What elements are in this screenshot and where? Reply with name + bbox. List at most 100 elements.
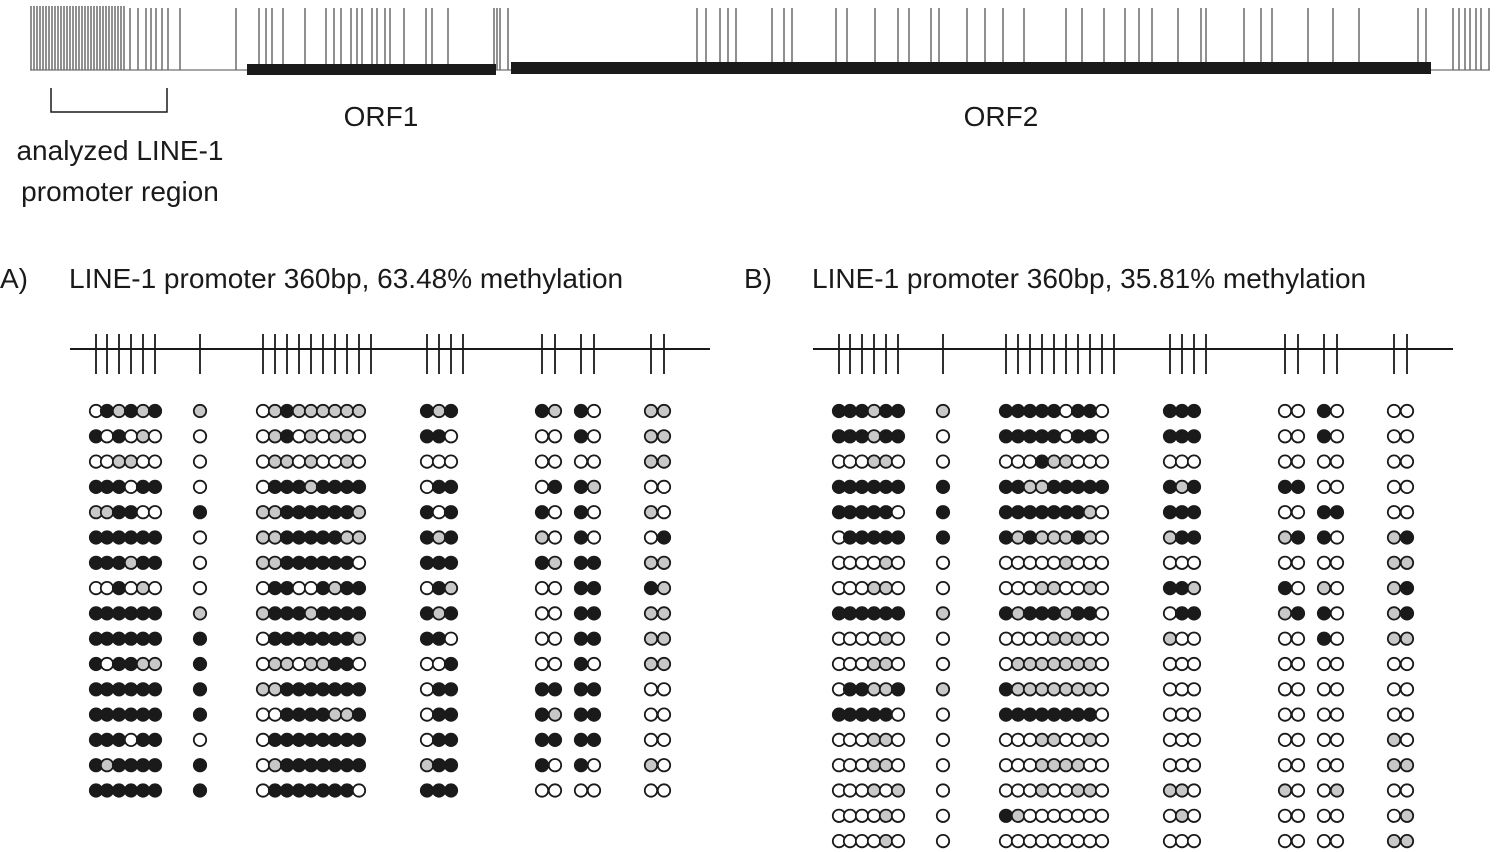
cpg-methylation-circle [854,530,870,545]
cpg-methylation-circle [1058,758,1074,773]
cpg-methylation-circle [431,758,447,773]
cpg-methylation-circle [339,403,355,419]
cpg-methylation-circle [1186,555,1202,570]
cpg-methylation-circle [643,403,659,419]
cpg-methylation-circle [573,505,589,520]
cpg-methylation-circle [419,606,435,621]
cpg-methylation-circle [547,656,563,672]
cpg-methylation-circle [1034,403,1050,419]
cpg-methylation-circle [327,429,343,444]
cpg-methylation-circle [1058,682,1074,697]
cpg-methylation-circle [1386,808,1402,823]
cpg-methylation-circle [1034,555,1050,570]
cpg-methylation-circle [890,833,906,849]
cpg-methylation-circle [315,403,331,419]
cpg-methylation-circle [1010,580,1026,596]
cpg-methylation-circle [1386,555,1402,570]
cpg-methylation-circle [1316,732,1332,748]
cpg-methylation-circle [1162,758,1178,773]
cpg-methylation-circle [431,429,447,444]
cpg-methylation-circle [303,555,319,570]
cpg-methylation-circle [123,631,139,646]
cpg-methylation-circle [267,783,283,798]
orf1-bar [247,64,496,75]
cpg-methylation-circle [291,505,307,520]
cpg-methylation-circle [1186,758,1202,773]
cpg-methylation-circle [656,606,672,621]
cpg-methylation-circle [111,403,127,419]
cpg-methylation-circle [327,631,343,646]
cpg-methylation-circle [1290,454,1306,469]
cpg-methylation-circle [643,758,659,773]
cpg-methylation-circle [1094,808,1110,823]
cpg-methylation-circle [443,758,459,773]
cpg-methylation-circle [935,429,951,444]
cpg-methylation-circle [1094,505,1110,520]
cpg-methylation-circle [854,758,870,773]
cpg-methylation-circle [267,555,283,570]
cpg-methylation-circle [1162,682,1178,697]
cpg-methylation-circle [431,530,447,545]
cpg-methylation-circle [534,631,550,646]
cpg-methylation-circle [291,631,307,646]
cpg-methylation-circle [998,454,1014,469]
cpg-methylation-circle [1162,783,1178,798]
cpg-methylation-circle [573,479,589,494]
cpg-methylation-circle [1010,479,1026,494]
cpg-methylation-circle [1316,707,1332,722]
cpg-methylation-circle [99,580,115,596]
cpg-methylation-circle [255,505,271,520]
cpg-methylation-circle [573,682,589,697]
cpg-methylation-circle [1082,530,1098,545]
cpg-methylation-circle [643,505,659,520]
cpg-methylation-circle [1046,580,1062,596]
cpg-methylation-circle [192,454,208,469]
cpg-methylation-circle [1329,403,1345,419]
cpg-methylation-circle [1174,606,1190,621]
cpg-methylation-circle [351,707,367,722]
cpg-methylation-circle [1162,454,1178,469]
analyzed-region-bracket [50,88,168,113]
cpg-methylation-circle [1329,732,1345,748]
cpg-methylation-circle [1034,758,1050,773]
cpg-methylation-circle [1277,682,1293,697]
cpg-methylation-circle [1082,403,1098,419]
cpg-methylation-circle [1070,833,1086,849]
cpg-methylation-circle [291,454,307,469]
cpg-methylation-circle [866,505,882,520]
cpg-methylation-circle [1022,505,1038,520]
cpg-methylation-circle [303,631,319,646]
cpg-methylation-circle [279,454,295,469]
cpg-methylation-circle [1316,530,1332,545]
cpg-methylation-circle [147,555,163,570]
cpg-methylation-circle [1329,682,1345,697]
panel-b-letter: B) [744,263,772,294]
cpg-methylation-circle [1094,682,1110,697]
cpg-methylation-circle [866,808,882,823]
cpg-methylation-circle [339,707,355,722]
cpg-methylation-circle [1399,479,1415,494]
cpg-methylation-circle [1277,403,1293,419]
cpg-methylation-circle [1034,833,1050,849]
cpg-methylation-circle [339,479,355,494]
cpg-methylation-circle [842,429,858,444]
cpg-methylation-circle [573,783,589,798]
cpg-methylation-circle [573,580,589,596]
cpg-methylation-circle [255,606,271,621]
cpg-methylation-circle [339,631,355,646]
cpg-methylation-circle [866,454,882,469]
cpg-methylation-circle [1316,606,1332,621]
cpg-methylation-circle [1022,403,1038,419]
cpg-methylation-circle [1070,403,1086,419]
cpg-methylation-circle [1290,656,1306,672]
cpg-methylation-circle [643,555,659,570]
cpg-methylation-circle [1034,631,1050,646]
cpg-methylation-circle [135,682,151,697]
cpg-methylation-circle [878,505,894,520]
cpg-methylation-circle [267,656,283,672]
cpg-methylation-circle [1022,732,1038,748]
cpg-methylation-circle [586,758,602,773]
cpg-methylation-circle [890,656,906,672]
cpg-methylation-circle [1094,631,1110,646]
cpg-methylation-circle [1070,606,1086,621]
